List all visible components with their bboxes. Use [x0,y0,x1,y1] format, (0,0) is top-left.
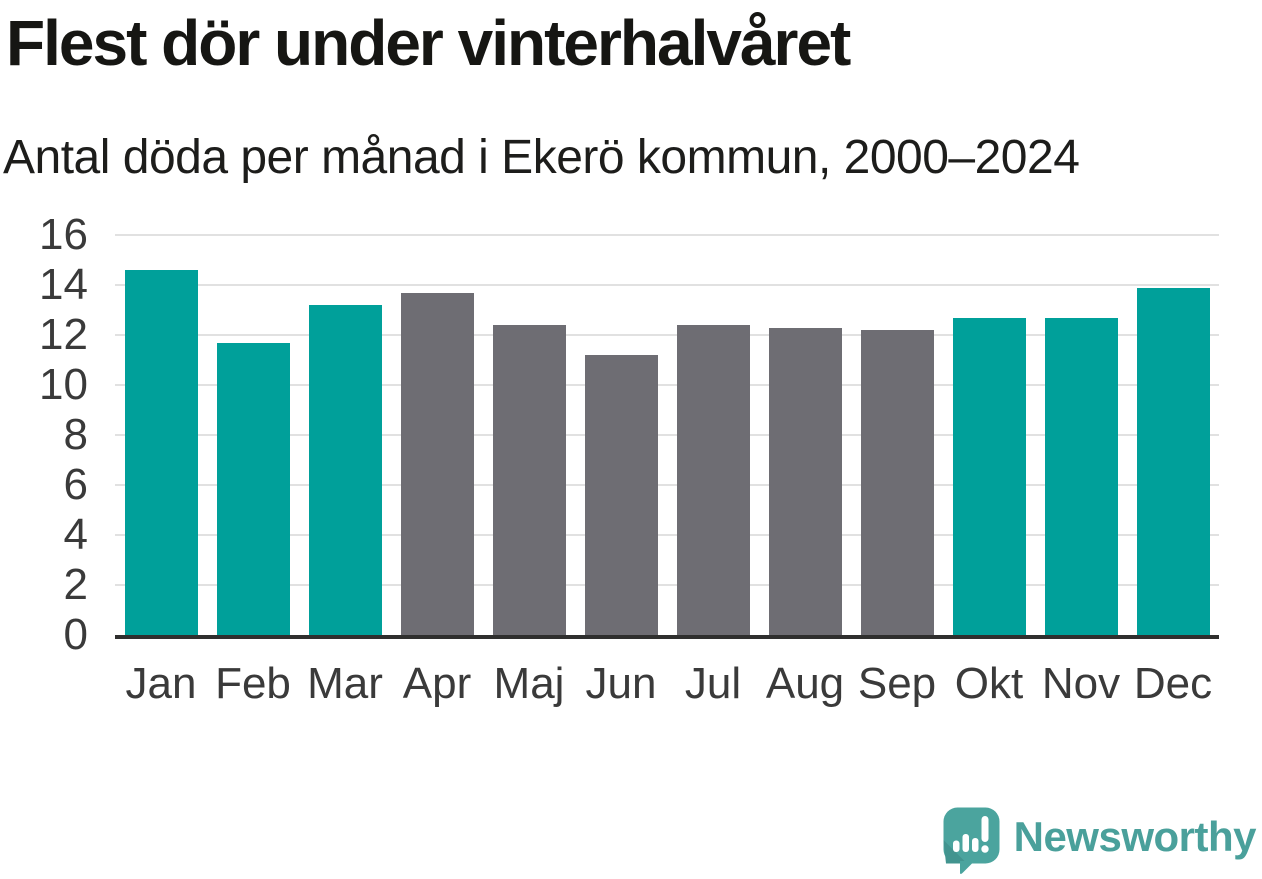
y-tick-label: 6 [63,460,88,509]
bar-dec [1136,287,1210,635]
x-tick-label: Mar [307,659,383,708]
gridline [115,234,1219,236]
bar-okt [952,317,1026,635]
x-tick-label: Okt [954,659,1024,708]
y-tick-label: 2 [63,560,88,609]
chart-subtitle: Antal döda per månad i Ekerö kommun, 200… [3,131,1080,184]
bar-maj [492,325,566,635]
bar-apr [400,292,474,635]
gridline [115,434,1219,436]
x-tick-label: Jun [585,659,657,708]
x-tick-label: Maj [493,659,565,708]
y-tick-label: 16 [39,210,88,259]
newsworthy-speech-bubble-bar-chart-icon [943,807,1000,874]
gridline [115,484,1219,486]
bar-jun [584,355,658,635]
brand-wordmark: Newsworthy [1013,813,1257,860]
x-tick-label: Dec [1133,659,1213,708]
gridline [115,534,1219,536]
x-tick-label: Aug [765,659,845,708]
y-tick-label: 10 [39,360,88,409]
x-tick-label: Apr [402,659,472,708]
x-axis-labels: Jan Feb Mar Apr Maj Jun Jul Aug Sep Okt Nov Dec [115,659,1219,716]
x-tick-label: Feb [215,659,291,708]
x-tick-label: Sep [857,659,937,708]
gridline [115,384,1219,386]
bar-jan [124,270,198,635]
y-axis-labels: 0 2 4 6 8 10 12 14 16 [0,213,88,657]
bar-jul [676,325,750,635]
x-tick-label: Jan [125,659,197,708]
x-tick-label: Nov [1041,659,1121,708]
y-tick-label: 8 [63,410,88,459]
gridline [115,334,1219,336]
x-axis-line [115,635,1219,639]
bar-nov [1044,317,1118,635]
gridline [115,584,1219,586]
y-tick-label: 0 [63,610,88,659]
bar-mar [308,305,382,635]
gridline [115,284,1219,286]
bar-feb [216,342,290,635]
plot-area [115,234,1219,639]
x-tick-label: Jul [684,659,742,708]
bar-sep [860,330,934,635]
y-tick-label: 14 [39,260,88,309]
brand-footer: Newsworthy [943,807,1257,875]
bar-aug [768,327,842,635]
y-tick-label: 12 [39,310,88,359]
y-tick-label: 4 [63,510,88,559]
chart-title: Flest dör under vinterhalvåret [6,7,851,79]
